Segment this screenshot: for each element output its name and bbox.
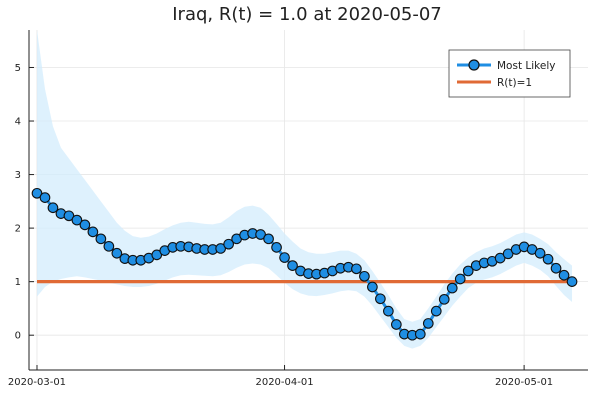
data-point <box>47 202 59 214</box>
data-point <box>79 219 91 231</box>
y-tick-label: 4 <box>15 117 21 128</box>
data-point <box>279 252 290 263</box>
legend-most-likely-label: Most Likely <box>497 60 555 72</box>
most-likely-series <box>31 187 578 341</box>
data-point <box>359 270 370 282</box>
data-point <box>95 233 107 245</box>
data-point <box>430 305 442 317</box>
data-point <box>351 263 362 275</box>
data-point <box>454 273 466 285</box>
axes <box>28 30 588 371</box>
y-tick-label: 1 <box>15 277 21 288</box>
y-tick-labels: 0 1 2 3 4 5 <box>15 63 21 342</box>
data-point <box>375 293 386 305</box>
data-point <box>87 226 99 238</box>
data-point <box>414 328 426 340</box>
legend-reference-label: R(t)=1 <box>497 77 532 89</box>
data-point <box>223 238 234 250</box>
y-tick-label: 0 <box>15 331 21 342</box>
data-point <box>542 253 554 265</box>
legend-most-likely-marker <box>468 59 480 71</box>
credible-interval-area <box>36 30 573 349</box>
data-point <box>422 318 434 329</box>
chart-title: Iraq, R(t) = 1.0 at 2020-05-07 <box>172 4 442 25</box>
data-point <box>438 293 450 305</box>
y-tick-label: 3 <box>15 170 21 181</box>
credible-interval-band <box>36 30 573 349</box>
y-tick-label: 5 <box>15 63 21 74</box>
legend-box <box>448 49 571 98</box>
data-point <box>71 214 83 226</box>
data-point <box>566 276 578 288</box>
data-point <box>271 242 282 253</box>
data-point <box>263 233 274 245</box>
x-tick-label: 2020-04-01 <box>255 377 313 388</box>
data-point <box>558 269 570 281</box>
data-point <box>39 192 51 203</box>
data-point <box>103 240 115 252</box>
data-point <box>383 305 394 317</box>
data-point <box>367 281 378 293</box>
legend: Most Likely R(t)=1 <box>448 49 571 98</box>
data-point <box>287 260 298 271</box>
x-tick-label: 2020-05-01 <box>495 377 553 388</box>
data-point <box>462 265 474 277</box>
data-point <box>534 247 546 259</box>
x-tick-label: 2020-03-01 <box>8 377 66 388</box>
data-point <box>446 282 458 294</box>
data-point <box>111 247 123 259</box>
data-point <box>390 319 402 330</box>
data-point <box>550 262 562 274</box>
y-tick-label: 2 <box>15 224 21 235</box>
x-tick-labels: 2020-03-01 2020-04-01 2020-05-01 <box>8 377 553 388</box>
